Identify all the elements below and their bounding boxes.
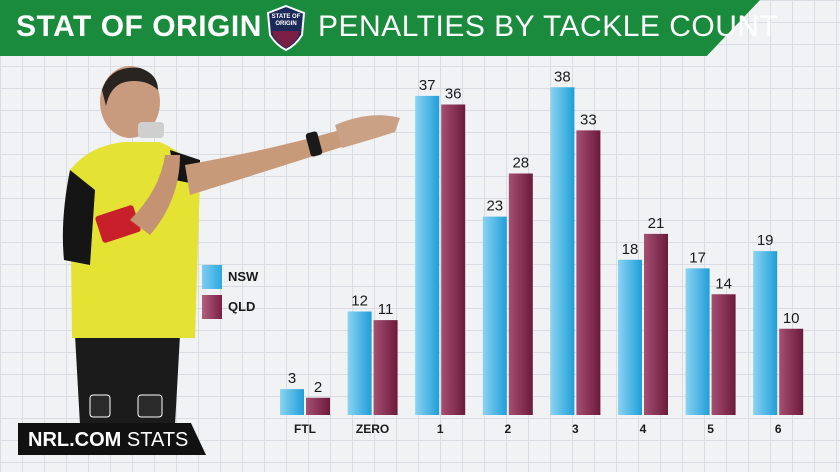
data-label-qld-5: 21 [648, 215, 665, 232]
header-title-right: PENALTIES BY TACKLE COUNT [318, 10, 779, 43]
bar-nsw-3 [482, 216, 507, 415]
data-label-qld-7: 10 [783, 310, 800, 327]
footer-brand: NRL.COM [28, 429, 122, 451]
bar-nsw-2 [415, 95, 440, 415]
bar-nsw-0 [280, 389, 304, 415]
data-label-qld-3: 28 [512, 155, 529, 172]
data-label-nsw-3: 23 [486, 198, 503, 215]
bar-nsw-1 [347, 311, 372, 415]
footer-text: NRL.COM STATS [28, 429, 188, 452]
legend-label-qld: QLD [228, 299, 256, 314]
legend-label-nsw: NSW [228, 269, 259, 284]
category-label-4: 3 [572, 422, 579, 436]
bar-qld-7 [779, 328, 804, 415]
referee-photo [62, 66, 400, 425]
category-label-5: 4 [640, 422, 647, 436]
state-of-origin-logo [266, 5, 306, 51]
data-label-nsw-5: 18 [622, 241, 639, 258]
category-label-6: 5 [707, 422, 714, 436]
category-label-2: 1 [437, 422, 444, 436]
category-label-7: 6 [775, 422, 782, 436]
logo-lettering: STATE OF ORIGIN [271, 14, 301, 28]
footer-badge [18, 423, 206, 455]
bar-nsw-7 [753, 251, 778, 415]
bar-qld-6 [711, 294, 736, 415]
bar-qld-4 [576, 130, 601, 415]
category-label-1: ZERO [356, 422, 389, 436]
bar-nsw-4 [550, 87, 575, 415]
data-label-nsw-6: 17 [689, 249, 706, 266]
category-label-0: FTL [294, 422, 316, 436]
data-label-qld-4: 33 [580, 111, 597, 128]
data-label-nsw-7: 19 [757, 232, 774, 249]
bar-qld-2 [441, 104, 466, 415]
data-label-nsw-0: 3 [288, 370, 296, 387]
bar-nsw-5 [618, 259, 642, 415]
data-label-nsw-1: 12 [351, 293, 368, 310]
bar-nsw-6 [685, 268, 710, 415]
legend-swatch-nsw [202, 265, 222, 289]
data-label-qld-6: 14 [715, 275, 732, 292]
data-label-nsw-4: 38 [554, 68, 571, 85]
category-label-3: 2 [504, 422, 511, 436]
footer-suffix: STATS [121, 429, 189, 451]
data-label-nsw-2: 37 [419, 77, 436, 94]
header-banner [0, 0, 760, 56]
legend-swatch-qld [202, 295, 222, 319]
logo-line-1: STATE OF [271, 14, 301, 20]
header-title-left: STAT OF ORIGIN [16, 10, 262, 43]
bar-qld-1 [373, 320, 398, 415]
bar-qld-0 [306, 397, 330, 415]
data-label-qld-1: 11 [378, 301, 394, 318]
bar-qld-3 [508, 173, 533, 415]
data-label-qld-0: 2 [314, 379, 322, 396]
data-label-qld-2: 36 [445, 86, 462, 103]
bar-qld-5 [644, 233, 668, 415]
logo-line-2: ORIGIN [275, 21, 297, 27]
